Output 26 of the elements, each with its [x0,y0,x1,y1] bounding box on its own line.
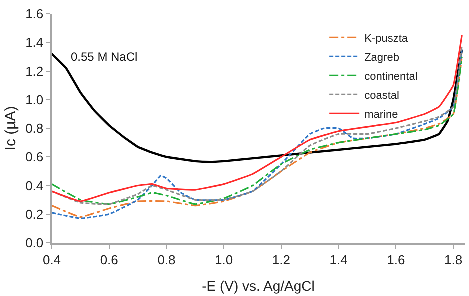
legend-label: continental [364,70,418,83]
x-tick-label: 1.2 [272,252,290,268]
legend-label: K-puszta [364,32,409,45]
y-tick-label: 0.8 [26,121,44,136]
x-tick-label: 1.0 [215,252,234,268]
annotation: 0.55 M NaCl [71,50,138,64]
y-tick-label: 0.0 [26,236,44,251]
y-tick-label: 0.6 [26,150,44,165]
x-tick-label: 1.4 [330,252,348,268]
y-tick-label: 1.0 [26,92,44,108]
x-tick-label: 0.4 [42,252,62,268]
y-tick-label: 0.2 [26,206,44,222]
x-tick-label: 1.8 [444,252,463,268]
legend-label: Zagreb [364,52,400,64]
y-tick-label: 1.2 [26,64,44,79]
x-tick-label: 0.6 [100,252,118,268]
y-tick-label: 1.6 [26,6,44,22]
line-series [52,48,464,164]
x-tick-label: 1.6 [387,252,406,268]
legend-label: coastal [364,90,400,102]
y-tick-label: 0.4 [26,178,44,194]
legend-label: marine [364,108,398,121]
x-tick-label: 0.8 [158,252,176,268]
y-tick-label: 1.4 [26,35,44,50]
x-axis-title: -E (V) vs. Ag/AgCl [202,278,315,294]
y-axis-title: Ic (µA) [2,106,20,151]
